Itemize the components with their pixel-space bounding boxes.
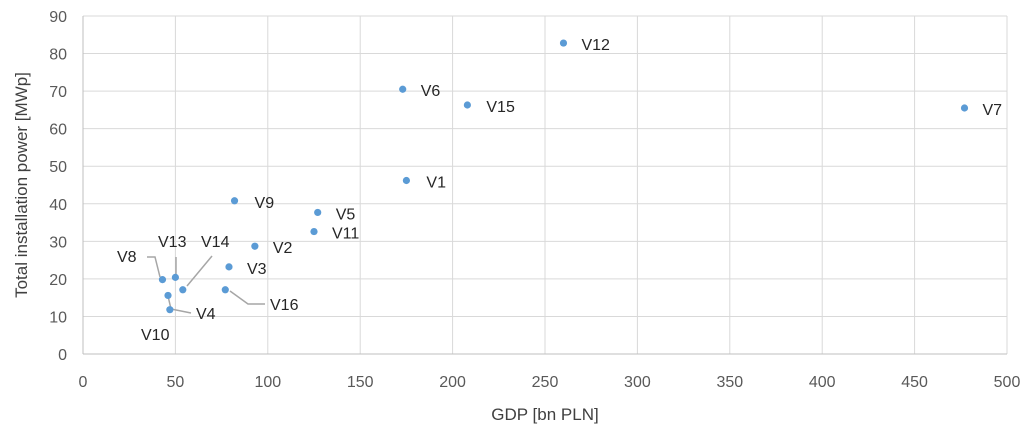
data-label-v13: V13 (158, 234, 187, 251)
leader-line (229, 290, 265, 305)
gridlines (83, 15, 1008, 354)
y-tick-label: 80 (49, 47, 67, 64)
data-label-v1: V1 (426, 174, 446, 191)
data-label-v3: V3 (247, 261, 267, 278)
data-point-v16 (221, 286, 229, 294)
y-tick-label: 50 (49, 159, 67, 176)
data-label-v4: V4 (196, 306, 216, 323)
data-label-v8: V8 (117, 249, 137, 266)
data-label-v14: V14 (201, 234, 230, 251)
y-tick-label: 90 (49, 9, 67, 26)
data-point-v1 (402, 176, 410, 185)
data-label-v7: V7 (982, 102, 1002, 119)
data-point-v11 (310, 227, 318, 236)
y-tick-label: 30 (49, 234, 67, 251)
data-label-v16: V16 (270, 297, 299, 314)
data-point-v9 (230, 197, 239, 205)
x-tick-label: 150 (347, 374, 374, 391)
x-tick-label: 100 (254, 374, 281, 391)
data-label-v15: V15 (486, 99, 515, 116)
x-tick-label: 250 (532, 374, 559, 391)
data-label-v6: V6 (421, 83, 441, 100)
data-point-v13 (171, 273, 179, 281)
x-tick-label: 50 (167, 374, 185, 391)
y-tick-label: 10 (49, 309, 67, 326)
y-tick-label: 40 (49, 197, 67, 214)
x-tick-label: 300 (624, 374, 651, 391)
x-tick-label: 500 (994, 374, 1021, 391)
y-tick-label: 20 (49, 272, 67, 289)
y-tick-label: 0 (58, 347, 67, 364)
y-axis-title: Total installation power [MWp] (12, 72, 31, 298)
leader-line (147, 256, 161, 278)
y-tick-label: 70 (49, 84, 67, 101)
data-point-v5 (314, 208, 322, 217)
data-label-v9: V9 (255, 195, 275, 212)
x-tick-label: 400 (809, 374, 836, 391)
data-point-v10 (166, 306, 174, 314)
x-axis-title: GDP [bn PLN] (491, 405, 598, 424)
data-label-v12: V12 (581, 37, 610, 54)
data-point-v4 (164, 291, 172, 300)
data-label-v2: V2 (273, 240, 293, 257)
leader-line (186, 255, 213, 287)
data-point-v7 (960, 104, 969, 112)
data-point-v2 (251, 242, 259, 250)
data-label-v10: V10 (141, 327, 170, 344)
x-tick-label: 350 (716, 374, 743, 391)
data-labels: V1 V2 V3 V4 V5 V6 V7 V8 V9 V10 V11 V12 V13 V14 V15 V16 (117, 37, 1002, 344)
data-label-v5: V5 (336, 206, 356, 223)
x-tick-label: 450 (901, 374, 928, 391)
data-point-v3 (225, 263, 233, 271)
x-tick-label: 200 (439, 374, 466, 391)
data-point-v8 (158, 276, 167, 284)
data-label-v11: V11 (332, 226, 359, 243)
data-point-v15 (463, 101, 471, 109)
axes (82, 16, 1007, 355)
x-tick-label: 0 (79, 374, 88, 391)
data-point-v6 (399, 85, 407, 93)
data-points (158, 39, 969, 314)
data-point-v14 (179, 286, 187, 294)
data-point-v12 (559, 39, 568, 47)
y-tick-label: 60 (49, 122, 67, 139)
tick-labels: 0 50 100 150 200 250 300 350 400 450 500 0 10 20 30 40 5… (49, 9, 1020, 391)
